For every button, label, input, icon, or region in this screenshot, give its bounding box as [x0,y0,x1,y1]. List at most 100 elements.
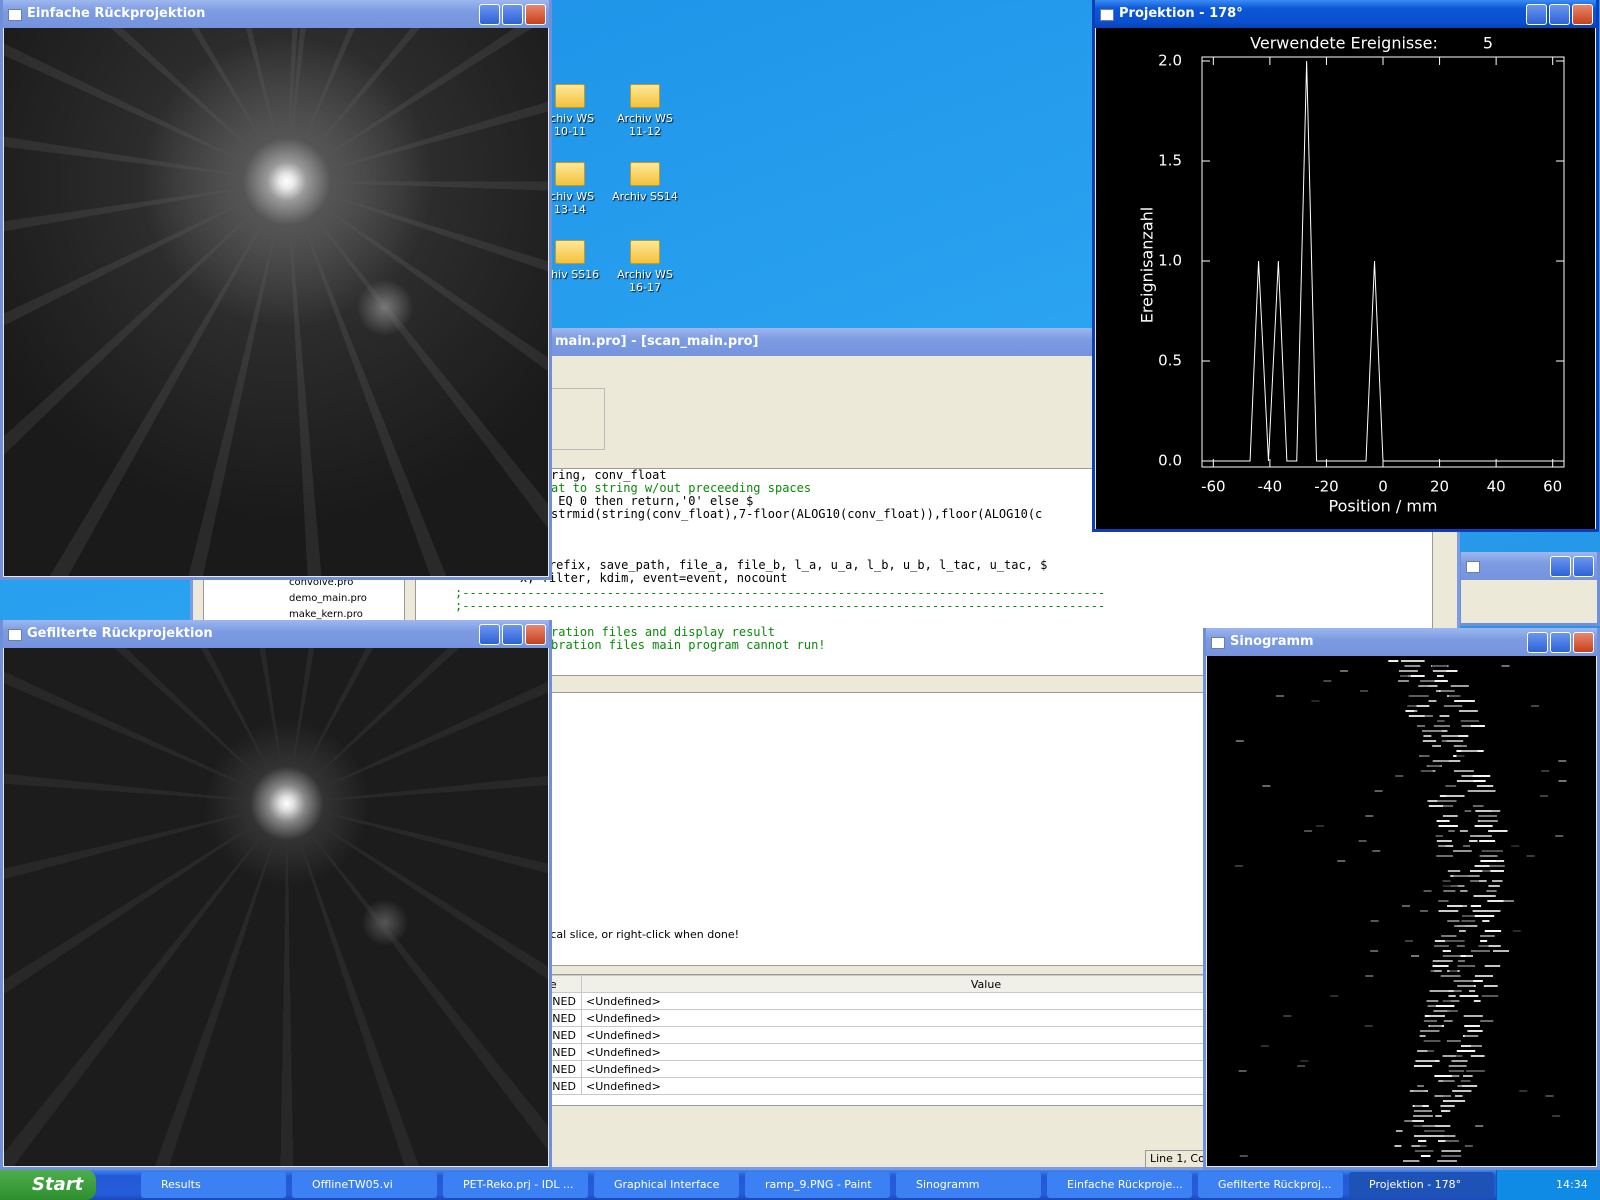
maximize[interactable] [502,624,523,645]
close[interactable] [1573,632,1594,653]
file[interactable]: convolve.pro [289,577,354,588]
code-line: EQ 0 then return,'0' else $ [551,494,754,508]
sinogram-stripe [1374,790,1383,792]
sinogram-stripe [1412,1120,1424,1122]
sinogram-stripe [1437,720,1445,722]
x-tick-label: -60 [1201,478,1226,496]
sinogram-stripe [1435,835,1443,837]
sinogram-stripe [1395,1130,1403,1132]
sinogram-stripe [1420,680,1439,682]
sinogram-stripe [1434,940,1454,942]
desktop-icon[interactable]: Archiv SS14 [607,162,683,203]
sinogram-stripe [1419,1030,1440,1032]
sinogram-stripe [1461,750,1478,752]
sinogram-stripe [1408,715,1425,717]
sinogram-stripe [1442,950,1451,952]
sinogram-stripe [1440,975,1455,977]
desktop-icon[interactable]: Archiv WS 16-17 [607,240,683,294]
file[interactable]: make_kern.pro [289,609,363,620]
sinogram-stripe [1427,1050,1434,1052]
desktop-icon[interactable]: rchiv WS 10-11 [532,84,608,138]
maximize[interactable] [502,4,523,25]
maximize[interactable] [1549,4,1570,25]
minimize[interactable] [479,4,500,25]
sinogram-stripe [1473,980,1483,982]
sinogram-stripe [1434,945,1449,947]
sinogram-stripe [1426,1135,1445,1137]
sinogram-stripe [1481,850,1502,852]
sinogram-stripe [1470,1045,1483,1047]
close[interactable] [1572,4,1593,25]
sinogram-stripe [1424,1015,1433,1017]
taskbar-item[interactable]: Graphical Interface [594,1172,739,1198]
file[interactable]: demo_main.pro [289,593,367,604]
sinogram-stripe [1443,705,1463,707]
minimize[interactable] [1527,632,1548,653]
close[interactable] [525,624,546,645]
close[interactable] [525,4,546,25]
taskbar-item[interactable]: Gefilterte Rückproj... [1198,1172,1343,1198]
sinogram-stripe [1463,1075,1473,1077]
x-tick-label: 60 [1543,478,1562,496]
sinogram-stripe [1475,810,1492,812]
sinogram-stripe [1519,1090,1528,1092]
icon-label: Archiv SS14 [612,190,678,203]
title-bar: Sinogramm [1206,628,1597,656]
minimize[interactable] [479,624,500,645]
taskbar-item[interactable]: ramp_9.PNG - Paint [745,1172,890,1198]
sinogram-stripe [1446,1075,1460,1077]
taskbar-item[interactable]: PET-Reko.prj - IDL ... [443,1172,588,1198]
sinogram-stripe [1447,920,1460,922]
sinogram-stripe [1434,970,1442,972]
sinogram-stripe [1434,1095,1451,1097]
sinogram-stripe [1358,840,1367,842]
sinogram-stripe [1434,1125,1451,1127]
sinogram-stripe [1418,685,1429,687]
sinogram-stripe [1456,750,1463,752]
sinogram-stripe [1304,830,1313,832]
sinogram-stripe [1339,670,1348,672]
x-tick-label: -20 [1314,478,1339,496]
start-button[interactable]: Start [0,1170,96,1200]
sinogram-stripe [1422,740,1437,742]
sinogram-stripe [1450,1070,1465,1072]
sinogram-stripe [1457,1085,1465,1087]
sinogram-stripe [1457,960,1465,962]
title-bar [1461,552,1597,580]
taskbar-item[interactable]: Results [141,1172,286,1198]
sinogram-stripe [1413,1125,1431,1127]
sinogram-stripe [1398,670,1418,672]
sinogram-stripe [1337,860,1346,862]
sinogram-stripe [1540,795,1549,797]
sinogram-stripe [1438,900,1449,902]
minimize[interactable] [1526,4,1547,25]
sinogram-stripe [1238,1070,1247,1072]
image-window: Einfache Rückprojektion [0,0,552,580]
desktop-icon[interactable]: rchiv WS 13-14 [532,162,608,216]
taskbar-item[interactable]: Projektion - 178° [1349,1172,1494,1198]
sinogram-stripe [1442,880,1451,882]
sinogram-stripe [1433,1060,1440,1062]
sinogram-stripe [1464,1025,1480,1027]
code-line: ;---------------------------------------… [455,599,1106,613]
sinogram-stripe [1465,925,1478,927]
desktop-icon[interactable]: Archiv WS 11-12 [607,84,683,138]
icon-label: Archiv WS 11-12 [617,112,673,138]
taskbar-item[interactable]: OfflineTW05.vi [292,1172,437,1198]
sinogram-stripe [1442,885,1451,887]
taskbar-item[interactable]: Sinogramm [896,1172,1041,1198]
sinogram-stripe [1453,875,1469,877]
sinogram-stripe [1446,670,1458,672]
sinogram-stripe [1526,855,1535,857]
sinogram-stripe [1413,1065,1433,1067]
sinogram-stripe [1492,950,1510,952]
sinogram-stripe [1501,665,1510,667]
icon-label: rchiv WS 10-11 [545,112,595,138]
sinogram-stripe [1408,695,1429,697]
sinogram-stripe [1437,1160,1457,1162]
sinogram-stripe [1432,960,1451,962]
taskbar-item[interactable]: Einfache Rückproje... [1047,1172,1192,1198]
maximize[interactable] [1550,632,1571,653]
sinogram-stripe [1531,705,1540,707]
code-line: ;---------------------------------------… [455,586,1106,600]
